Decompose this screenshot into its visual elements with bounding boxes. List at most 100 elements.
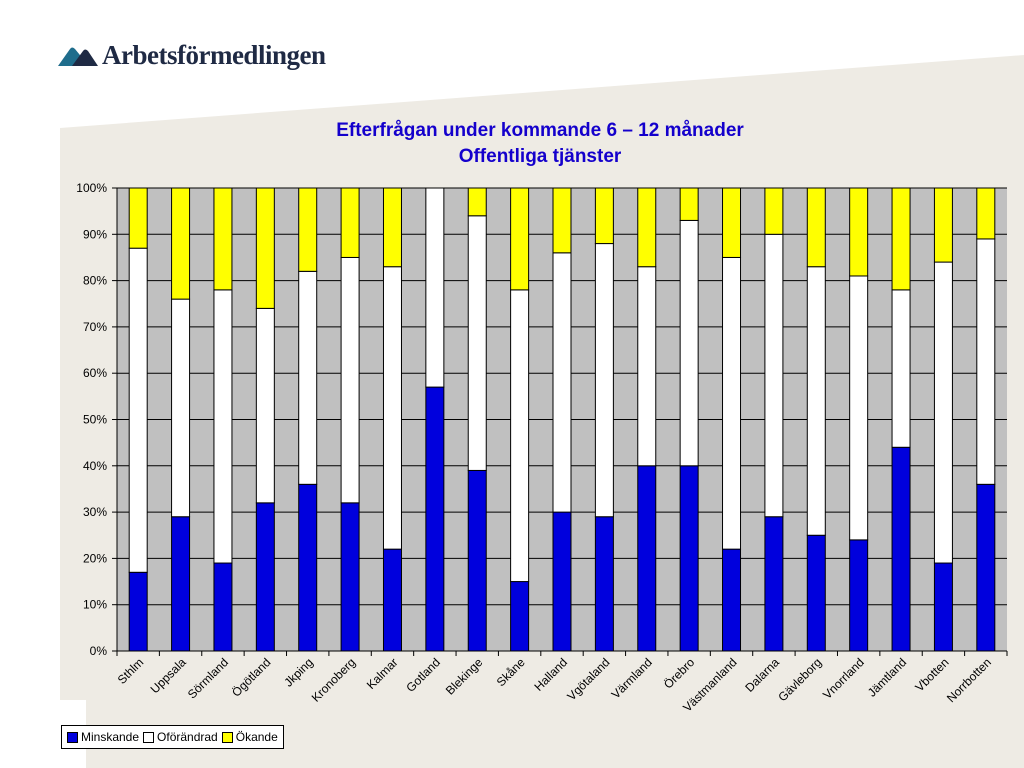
bar-segment-ökande xyxy=(722,187,742,258)
bar-segment-ökande xyxy=(255,187,275,309)
bar-segment-minskande xyxy=(722,548,742,652)
bar-segment-ökande xyxy=(510,187,530,291)
x-tick-label: Skåne xyxy=(494,655,528,689)
bar-segment-ökande xyxy=(213,187,233,291)
bar-segment-oförändrad xyxy=(213,289,233,564)
x-tick-label: Gävleborg xyxy=(775,655,824,704)
bar-segment-oförändrad xyxy=(976,238,996,485)
bar-segment-ökande xyxy=(467,187,487,217)
chart-title-block: Efterfrågan under kommande 6 – 12 månade… xyxy=(100,118,980,170)
bar-segment-oförändrad xyxy=(425,187,445,388)
chart-title: Efterfrågan under kommande 6 – 12 månade… xyxy=(336,120,744,141)
y-tick-label: 40% xyxy=(83,459,107,473)
legend-swatch xyxy=(221,731,233,743)
bar-segment-oförändrad xyxy=(340,256,360,504)
x-tick-label: Värmland xyxy=(609,655,655,701)
bar-segment-oförändrad xyxy=(298,270,318,485)
bar-segment-minskande xyxy=(594,516,614,652)
legend-label: Ökande xyxy=(235,730,278,744)
bar-segment-minskande xyxy=(891,446,911,652)
bar-segment-minskande xyxy=(637,465,657,652)
legend-swatch xyxy=(67,731,78,743)
bar-segment-minskande xyxy=(849,539,869,652)
bar-segment-ökande xyxy=(298,187,318,272)
bar-segment-oförändrad xyxy=(849,275,869,541)
x-tick-label: Dalarna xyxy=(742,655,782,695)
y-tick-label: 10% xyxy=(83,598,107,612)
bar-segment-minskande xyxy=(933,562,953,652)
bar-segment-oförändrad xyxy=(679,219,699,467)
y-tick-label: 90% xyxy=(83,227,107,241)
bar-segment-minskande xyxy=(171,516,191,652)
bar-segment-minskande xyxy=(976,483,996,652)
x-tick-label: Blekinge xyxy=(443,655,486,698)
bar-segment-minskande xyxy=(213,562,233,652)
legend-item-oförändrad: Oförändrad xyxy=(143,730,218,744)
bar-segment-ökande xyxy=(933,187,953,263)
bar-segment-oförändrad xyxy=(467,215,487,471)
bar-segment-minskande xyxy=(679,465,699,652)
bar-segment-oförändrad xyxy=(806,266,826,536)
y-tick-label: 50% xyxy=(83,413,107,427)
x-tick-label: Kronoberg xyxy=(309,655,359,705)
bar-segment-minskande xyxy=(425,386,445,652)
x-tick-label: Vbotten xyxy=(912,655,951,694)
bar-segment-ökande xyxy=(849,187,869,277)
bar-segment-oförändrad xyxy=(722,256,742,550)
bar-segment-ökande xyxy=(976,187,996,240)
y-tick-label: 80% xyxy=(83,274,107,288)
bar-segment-oförändrad xyxy=(255,307,275,504)
x-tick-label: Gotland xyxy=(403,655,443,695)
bar-segment-oförändrad xyxy=(510,289,530,583)
y-tick-label: 60% xyxy=(83,366,107,380)
bar-segment-minskande xyxy=(467,469,487,652)
bar-segment-ökande xyxy=(594,187,614,245)
bar-segment-ökande xyxy=(171,187,191,300)
bar-segment-ökande xyxy=(382,187,402,268)
bar-segment-ökande xyxy=(637,187,657,268)
x-tick-label: Vnorrland xyxy=(820,655,867,702)
x-tick-label: Sthlm xyxy=(115,655,147,687)
bar-segment-oförändrad xyxy=(891,289,911,448)
bar-segment-oförändrad xyxy=(128,247,148,573)
y-tick-label: 100% xyxy=(76,181,107,195)
bar-segment-minskande xyxy=(552,511,572,652)
bar-segment-oförändrad xyxy=(933,261,953,564)
bar-segment-minskande xyxy=(298,483,318,652)
bar-segment-oförändrad xyxy=(637,266,657,467)
legend-swatch xyxy=(143,731,155,743)
legend-item-ökande: Ökande xyxy=(221,730,278,744)
bar-segment-ökande xyxy=(679,187,699,221)
y-tick-label: 70% xyxy=(83,320,107,334)
y-tick-label: 30% xyxy=(83,505,107,519)
bar-segment-oförändrad xyxy=(552,252,572,513)
bar-segment-oförändrad xyxy=(594,243,614,518)
bar-segment-minskande xyxy=(340,502,360,652)
bar-segment-minskande xyxy=(510,581,530,652)
bar-segment-minskande xyxy=(255,502,275,652)
chart-subtitle: Offentliga tjänster xyxy=(458,146,622,167)
bar-segment-minskande xyxy=(382,548,402,652)
bar-segment-minskande xyxy=(128,571,148,652)
bar-segment-minskande xyxy=(806,534,826,652)
logo-text: Arbetsförmedlingen xyxy=(102,39,326,70)
bar-segment-ökande xyxy=(552,187,572,254)
x-tick-label: Ögötland xyxy=(229,655,273,699)
x-tick-label: Halland xyxy=(531,655,570,694)
x-tick-label: Vgötaland xyxy=(564,655,612,703)
y-tick-label: 20% xyxy=(83,551,107,565)
legend-label: Oförändrad xyxy=(157,730,218,744)
bar-segment-oförändrad xyxy=(764,233,784,518)
bar-segment-ökande xyxy=(340,187,360,258)
bar-segment-minskande xyxy=(764,516,784,652)
bar-segment-oförändrad xyxy=(382,266,402,550)
x-tick-label: Kalmar xyxy=(364,655,401,692)
x-tick-label: Jkping xyxy=(281,655,315,689)
bar-segment-ökande xyxy=(806,187,826,268)
arbetsformedlingen-logo-icon xyxy=(58,47,98,66)
x-tick-label: Örebro xyxy=(661,655,698,692)
x-tick-label: Uppsala xyxy=(148,655,189,696)
x-tick-label: Jämtland xyxy=(865,655,909,699)
chart-legend: Minskande Oförändrad Ökande xyxy=(61,725,284,749)
